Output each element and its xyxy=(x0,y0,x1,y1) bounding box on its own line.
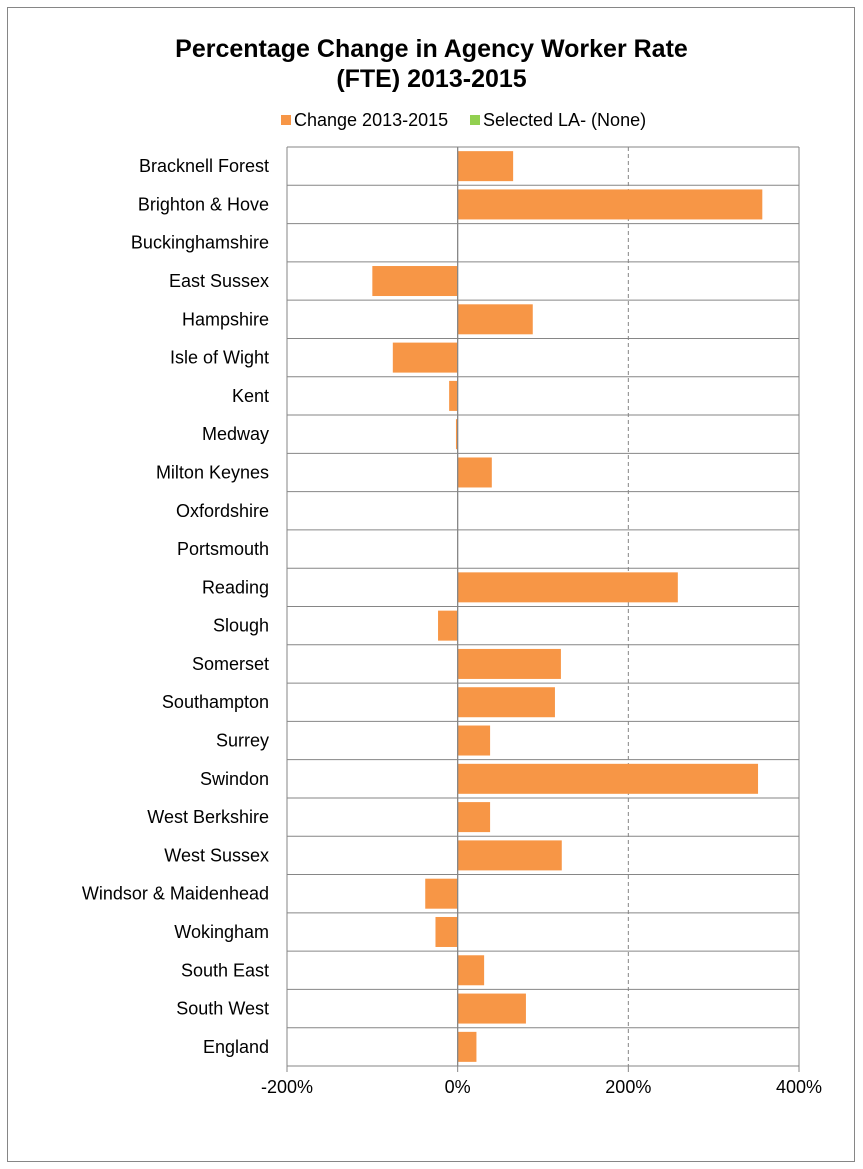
bar-bracknell-forest xyxy=(457,151,514,182)
bar-slough xyxy=(438,610,458,641)
category-label: Portsmouth xyxy=(177,539,269,559)
bar-east-sussex xyxy=(372,266,458,297)
bar-west-berkshire xyxy=(457,802,491,833)
category-label: Somerset xyxy=(192,654,269,674)
category-label: Windsor & Maidenhead xyxy=(82,884,269,904)
bar-medway xyxy=(455,419,458,450)
legend-label-change: Change 2013-2015 xyxy=(294,110,449,130)
legend-item-change: Change 2013-2015 xyxy=(281,108,448,132)
bar-west-sussex xyxy=(457,840,562,871)
category-label: Brighton & Hove xyxy=(138,194,269,214)
bar-hampshire xyxy=(457,304,533,335)
category-label: Wokingham xyxy=(174,922,269,942)
chart-title: Percentage Change in Agency Worker Rate … xyxy=(0,34,863,94)
bar-swindon xyxy=(457,763,759,794)
category-label: West Sussex xyxy=(164,845,269,865)
x-tick-label: 400% xyxy=(776,1077,822,1097)
category-label: Southampton xyxy=(162,692,269,712)
category-label: Isle of Wight xyxy=(170,348,269,368)
category-label: Surrey xyxy=(216,731,269,751)
legend-label-selected-la: Selected LA- (None) xyxy=(483,110,647,130)
legend: Change 2013-2015 Selected LA- (None) xyxy=(0,108,863,132)
category-label: Kent xyxy=(232,386,269,406)
category-label: Reading xyxy=(202,577,269,597)
category-label: South West xyxy=(176,999,269,1019)
bar-england xyxy=(457,1031,477,1062)
category-label: Milton Keynes xyxy=(156,462,269,482)
legend-item-selected-la: Selected LA- (None) xyxy=(470,108,646,132)
bar-reading xyxy=(457,572,678,603)
bar-somerset xyxy=(457,648,561,679)
x-tick-label: 200% xyxy=(605,1077,651,1097)
category-label: Hampshire xyxy=(182,309,269,329)
chart-title-line-1: Percentage Change in Agency Worker Rate xyxy=(175,35,688,63)
bar-south-west xyxy=(457,993,526,1024)
bar-brighton-hove xyxy=(457,189,763,220)
category-label: Swindon xyxy=(200,769,269,789)
x-tick-label: -200% xyxy=(261,1077,313,1097)
chart-title-line-2: (FTE) 2013-2015 xyxy=(336,65,527,93)
legend-swatch-change xyxy=(281,115,291,125)
bar-windsor-maidenhead xyxy=(425,878,458,909)
bar-southampton xyxy=(457,687,555,718)
x-tick-label: 0% xyxy=(445,1077,471,1097)
bar-milton-keynes xyxy=(457,457,492,488)
category-label: Bracknell Forest xyxy=(139,156,269,176)
category-label: Buckinghamshire xyxy=(131,233,269,253)
category-label: Oxfordshire xyxy=(176,501,269,521)
bar-south-east xyxy=(457,955,485,986)
bar-surrey xyxy=(457,725,491,756)
category-label: East Sussex xyxy=(169,271,269,291)
category-label: West Berkshire xyxy=(147,807,269,827)
legend-swatch-selected-la xyxy=(470,115,480,125)
category-label: Slough xyxy=(213,616,269,636)
category-label: South East xyxy=(181,960,269,980)
bar-kent xyxy=(449,380,458,411)
bar-isle-of-wight xyxy=(392,342,458,373)
category-label: Medway xyxy=(202,424,269,444)
bar-wokingham xyxy=(435,916,458,947)
category-label: England xyxy=(203,1037,269,1057)
